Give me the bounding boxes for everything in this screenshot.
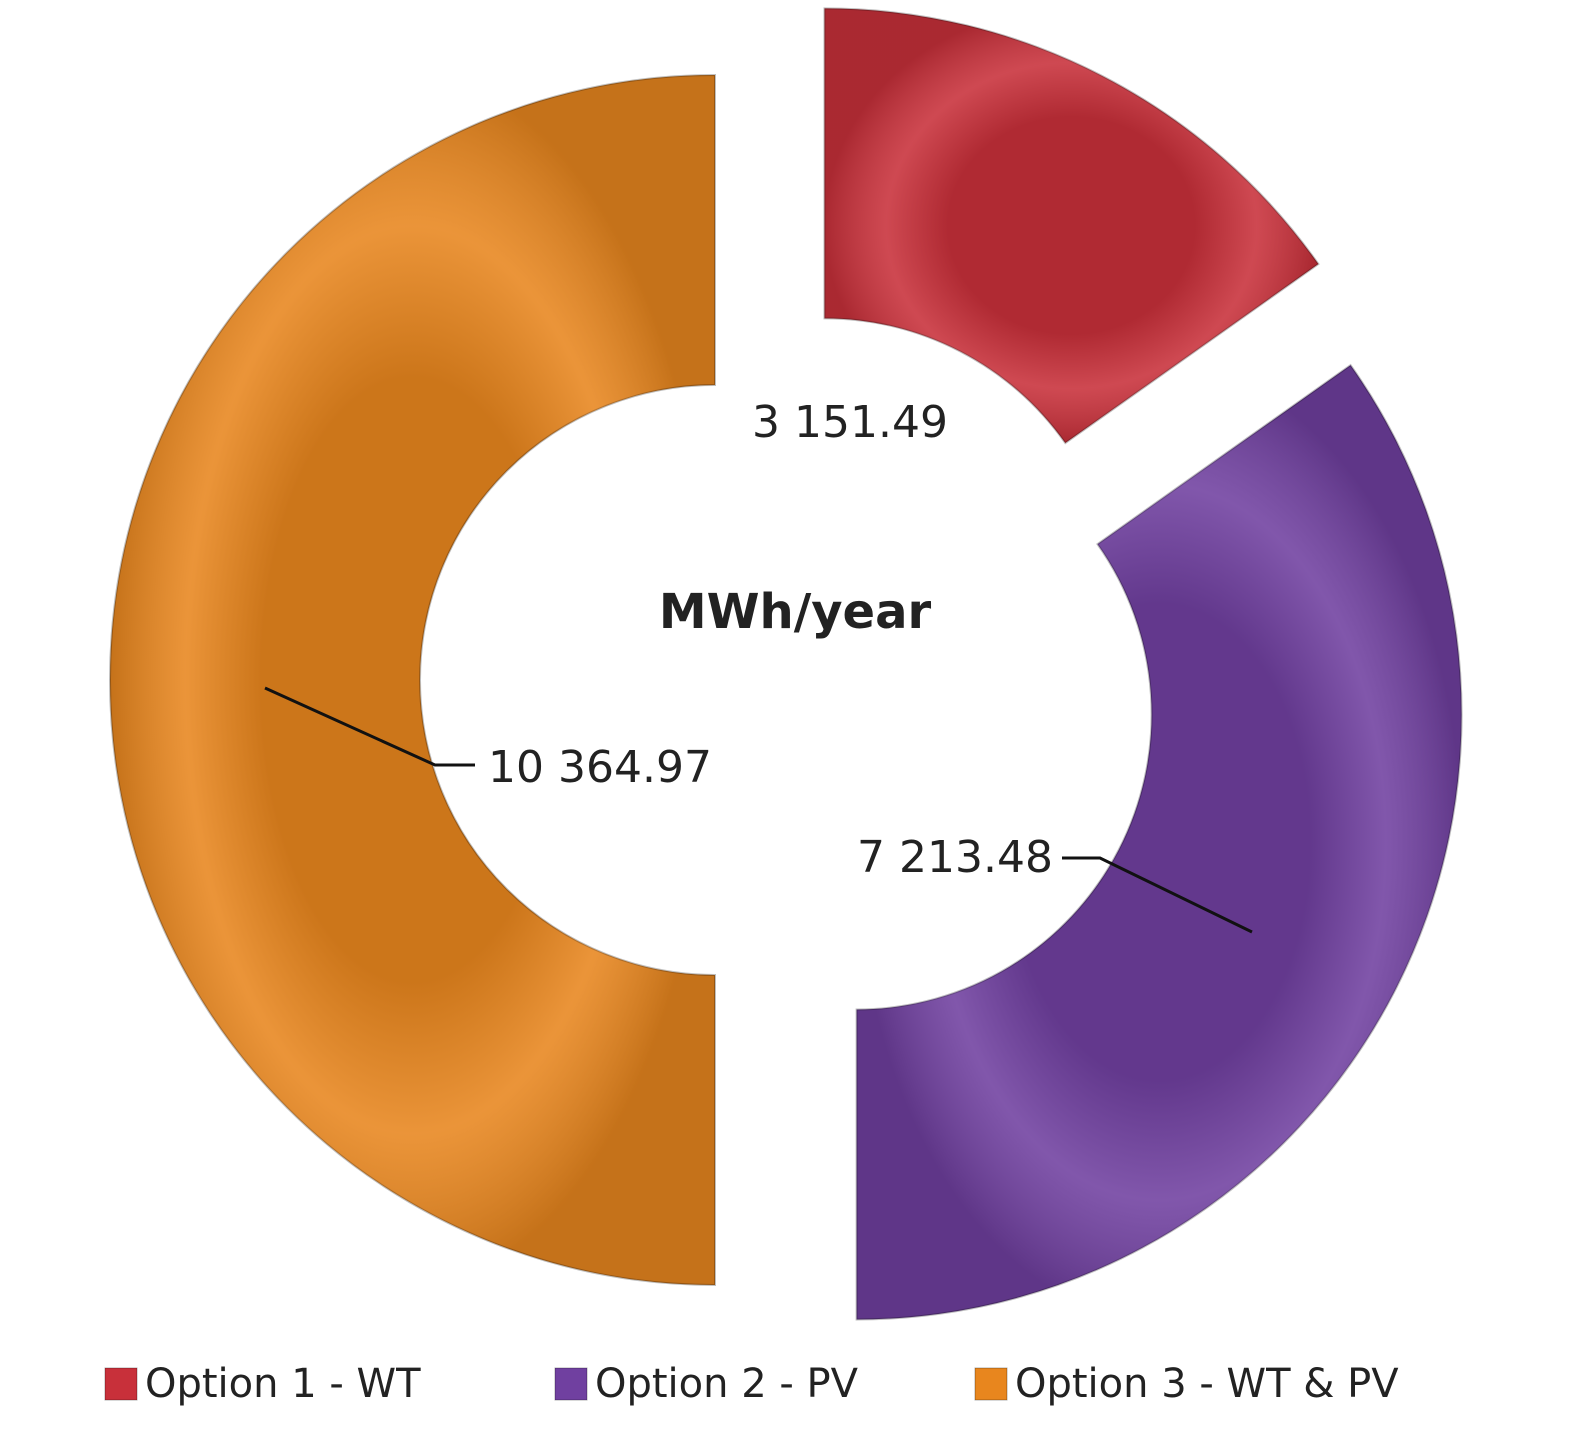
wedges xyxy=(109,7,1463,1321)
data-label: 10 364.97 xyxy=(488,742,712,793)
data-label: 7 213.48 xyxy=(857,832,1053,883)
legend-label: Option 1 - WT xyxy=(145,1361,421,1407)
legend-swatch xyxy=(974,1367,1008,1401)
legend-swatch xyxy=(554,1367,588,1401)
data-label: 3 151.49 xyxy=(752,397,948,448)
legend-label: Option 3 - WT & PV xyxy=(1015,1361,1399,1407)
chart-title: MWh/year xyxy=(659,584,932,640)
legend-label: Option 2 - PV xyxy=(595,1361,859,1407)
leader-line xyxy=(1062,856,1253,934)
donut-segment xyxy=(109,73,716,1287)
donut-segment xyxy=(823,7,1320,445)
leader-line xyxy=(264,686,475,767)
legend-swatch xyxy=(104,1367,138,1401)
